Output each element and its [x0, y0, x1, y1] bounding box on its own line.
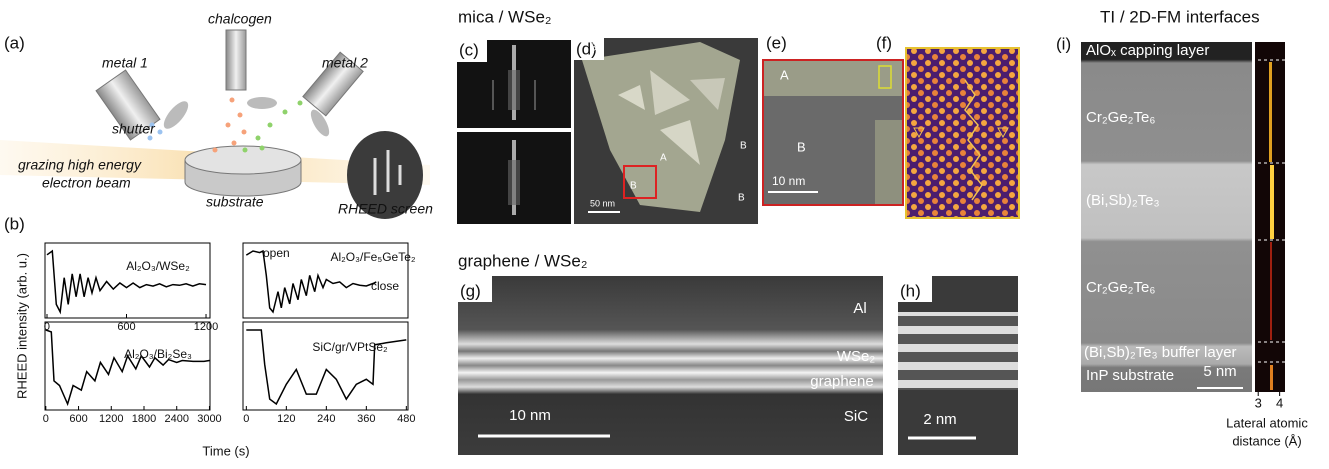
annotation: close	[371, 279, 399, 293]
plot-frame	[45, 243, 210, 318]
layer-label: WSe₂	[837, 348, 876, 365]
x-tick-label: 1200	[194, 321, 218, 333]
image-i	[1081, 42, 1290, 392]
scale-bar-label: 10 nm	[509, 407, 551, 424]
region-label: B	[797, 139, 806, 154]
annotation: open	[263, 246, 290, 260]
series-label: Al₂O₃/WSe₂	[126, 259, 190, 273]
region-label: B	[630, 181, 637, 192]
image-h	[898, 276, 1018, 455]
x-tick-label: 2400	[164, 413, 188, 425]
layer-label: Al	[853, 300, 866, 317]
schematic-label: chalcogen	[208, 11, 272, 27]
layer-label: Cr₂Ge₂Te₆	[1086, 109, 1155, 126]
x-tick-label: 0	[243, 413, 249, 425]
x-tick-label: 600	[69, 413, 87, 425]
figure: (a) metal 1 chalcogen metal 2 shutter gr…	[0, 0, 1329, 464]
schematic-label: shutter	[112, 121, 156, 137]
x-axis-label: Lateral atomic	[1226, 415, 1308, 430]
schematic-label: substrate	[206, 194, 264, 210]
x-tick-label: 0	[43, 413, 49, 425]
schematic-label: electron beam	[42, 175, 131, 191]
scale-bar-label: 2 nm	[923, 411, 956, 428]
heading: mica / WSe₂	[458, 7, 552, 26]
layer-label: AlOₓ capping layer	[1086, 42, 1209, 59]
x-tick-label: 240	[317, 413, 335, 425]
schematic-label: grazing high energy	[18, 157, 142, 173]
heading: graphene / WSe₂	[458, 251, 587, 270]
panel-label: (h)	[900, 281, 921, 300]
layer-label: Cr₂Ge₂Te₆	[1086, 279, 1155, 296]
region-label: B	[738, 193, 745, 204]
scale-bar-label: 10 nm	[772, 174, 805, 188]
x-axis-label: Time (s)	[202, 443, 249, 458]
x-tick-label: 1200	[99, 413, 123, 425]
y-axis-label: RHEED intensity (arb. u.)	[14, 253, 29, 399]
image-f	[906, 48, 1019, 218]
image-g	[458, 276, 883, 455]
schematic-label: metal 1	[102, 55, 148, 71]
panel-label: (e)	[766, 33, 787, 52]
layer-label: InP substrate	[1086, 367, 1174, 384]
plot-frame	[243, 322, 408, 410]
region-label: A	[780, 67, 789, 82]
image-c	[457, 40, 571, 224]
panel-label: (f)	[876, 33, 892, 52]
scale-bar-label: 5 nm	[1203, 363, 1236, 380]
x-tick-label: 3000	[197, 413, 221, 425]
series-label: Al₂O₃/Bi₂Se₃	[124, 347, 192, 361]
panel-label: (g)	[460, 281, 481, 300]
data-line	[46, 330, 210, 404]
series-label: SiC/gr/VPtSe₂	[312, 340, 388, 354]
x-tick-label: 4	[1276, 395, 1283, 410]
region-label: B	[740, 141, 747, 152]
x-axis-label: distance (Å)	[1232, 433, 1301, 448]
x-tick-label: 600	[117, 321, 135, 333]
layer-label: (Bi,Sb)₂Te₃ buffer layer	[1084, 344, 1237, 361]
scale-bar-label: 50 nm	[590, 198, 615, 208]
layer-label: SiC	[844, 408, 868, 425]
region-label: B	[590, 43, 597, 54]
layer-label: graphene	[810, 373, 873, 390]
x-tick-label: 480	[397, 413, 415, 425]
schematic-label: RHEED screen	[338, 201, 433, 217]
x-tick-label: 3	[1255, 395, 1262, 410]
x-tick-label: 1800	[132, 413, 156, 425]
panel-label: (a)	[4, 33, 25, 52]
panel-label: (b)	[4, 214, 25, 233]
heading: TI / 2D-FM interfaces	[1100, 7, 1260, 26]
layer-label: (Bi,Sb)₂Te₃	[1086, 192, 1160, 209]
substrate	[185, 146, 301, 196]
image-d	[574, 38, 758, 224]
x-tick-label: 120	[277, 413, 295, 425]
region-label: A	[660, 153, 667, 164]
x-tick-label: 360	[357, 413, 375, 425]
panel-label: (c)	[459, 40, 479, 59]
panel-label: (i)	[1056, 34, 1071, 53]
schematic-label: metal 2	[322, 55, 368, 71]
series-label: Al₂O₃/Fe₅GeTe₂	[330, 250, 415, 264]
